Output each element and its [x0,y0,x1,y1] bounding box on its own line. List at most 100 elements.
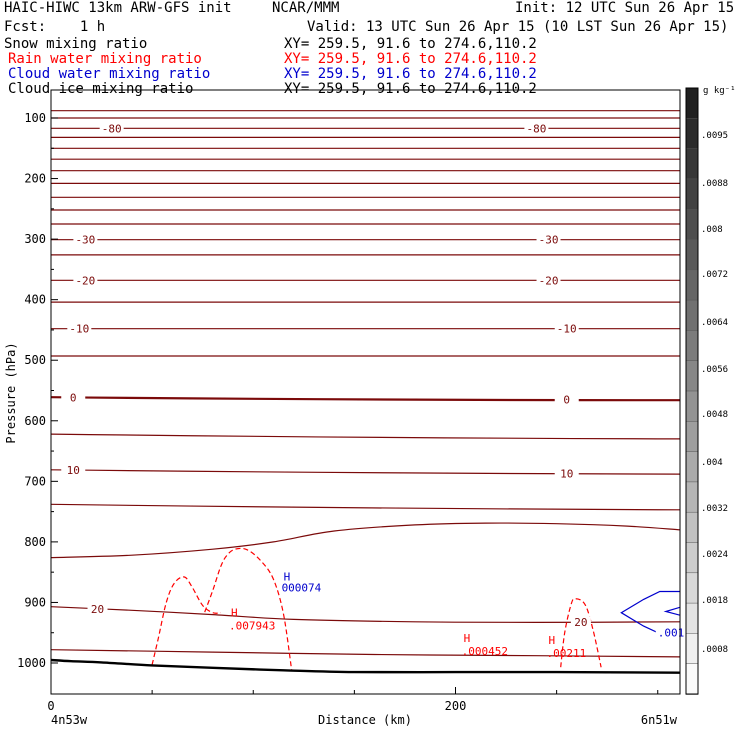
temperature-contour-label: -30 [539,234,559,247]
temperature-contour-label: 0 [70,391,77,404]
contour-labels: -80 -80-30 -30-20 -20-10 -100 010 102020H.0079… [61,122,688,660]
x-left-location: 4n53w [51,713,88,727]
temperature-label-bg [73,274,98,287]
field-rain-xy: XY= 259.5, 91.6 to 274.6,110.2 [284,51,537,67]
temperature-label-bg [524,122,549,135]
colorbar-cell [685,511,699,544]
temperature-contour-line [51,503,680,511]
colorbar-cell [685,663,699,695]
temperature-label-bg [61,391,86,404]
rain-max-value: .00211 [547,647,587,660]
y-tick-label: 100 [24,111,46,125]
colorbar-cell [685,542,699,574]
colorbar-cell [685,421,699,453]
temperature-contour-label: -10 [69,323,89,336]
colorbar-cell [685,633,699,665]
temperature-contour-label: -20 [75,274,95,287]
field-snow-xy: XY= 259.5, 91.6 to 274.6,110.2 [284,36,537,52]
rain-water-contour [151,576,221,665]
header-valid: Valid: 13 UTC Sun 26 Apr 15 (10 LST Sun … [307,19,729,35]
terrain [51,658,680,674]
rain-max-value: .000452 [462,645,508,658]
temperature-contour-line [51,606,680,624]
colorbar-label: .004 [701,458,723,468]
temperature-contour-label: -30 [75,234,95,247]
colorbar-cell [685,269,699,301]
colorbar-cell [685,602,699,635]
y-tick-label: 200 [24,172,46,186]
header-fcst: Fcst: 1 h [4,19,106,35]
x-axis-label: Distance (km) [318,713,412,727]
temperature-contour-label: 20 [91,603,104,616]
temperature-contour-label: -80 [526,122,546,135]
colorbar-label: .0018 [701,596,728,606]
terrain-line [51,658,680,674]
colorbar-cell [685,148,699,180]
header-init: Init: 12 UTC Sun 26 Apr 15 [515,0,735,16]
colorbar-cell [685,330,699,362]
field-cloudice-name: Cloud ice mixing ratio [8,81,194,97]
y-tick-label: 800 [24,535,46,549]
header-title: HAIC-HIWC 13km ARW-GFS init [4,0,232,16]
temperature-contour-label: 10 [67,464,80,477]
field-snow-name: Snow mixing ratio [4,36,148,52]
y-axis-label: Pressure (hPa) [4,342,18,443]
cloud-max-value: 000074 [282,581,322,594]
temperature-label-bg [61,463,86,476]
temperature-label-bg [554,393,579,406]
colorbar-label: .0024 [701,550,728,560]
temperature-label-bg [87,602,108,615]
cloud-water-contour [663,606,680,616]
temperature-contour-label: -20 [539,274,559,287]
y-tick-label: 1000 [17,656,46,670]
colorbar: .0095 .0088 .008 .0072 .0064 .0056 .0048 .004 .0… [685,87,728,695]
temperature-contour-label: 20 [574,616,587,629]
temperature-contour-line [51,469,680,475]
colorbar-cell [685,239,699,271]
y-tick-label: 400 [24,293,46,307]
field-cloudwater-xy: XY= 259.5, 91.6 to 274.6,110.2 [284,66,537,82]
x-tick-label: 0 [47,699,54,713]
temperature-contour-line [51,649,680,658]
y-tick-label: 900 [24,595,46,609]
temperature-label-bg [73,233,98,246]
temperature-contour-label: -80 [102,122,122,135]
temperature-contours [51,110,680,658]
colorbar-cell [685,178,699,210]
colorbar-cell [685,451,699,483]
colorbar-label: .0088 [701,179,728,189]
colorbar-cell [685,572,699,604]
colorbar-cell [685,390,699,423]
colorbar-cell [685,87,699,120]
colorbar-frame [685,87,699,695]
colorbar-label: .0048 [701,410,728,420]
y-tick-label: 700 [24,474,46,488]
colorbar-label: .0008 [701,645,728,655]
temperature-label-bg [570,616,591,629]
rain-max-marker: H [549,634,556,647]
field-cloudwater-name: Cloud water mixing ratio [8,66,211,82]
plot-frame [50,89,681,695]
rain-max-marker: H [464,632,471,645]
temperature-label-bg [554,322,579,335]
temperature-label-bg [99,122,124,135]
colorbar-cell [685,360,699,392]
temperature-contour-label: -10 [557,323,577,336]
colorbar-label: .008 [701,225,723,235]
y-tick-label: 300 [24,232,46,246]
cloud-max-value: .001 [658,627,685,640]
x-right-location: 6n51w [641,713,678,727]
temperature-label-bg [536,274,561,287]
temperature-label-bg [536,233,561,246]
y-tick-label: 500 [24,353,46,367]
colorbar-cell [685,481,699,513]
rain-max-marker: H [231,607,238,620]
temperature-contour-label: 10 [560,467,573,480]
field-rain-name: Rain water mixing ratio [8,51,202,67]
colorbar-cell [685,118,699,150]
temperature-contour-label: 0 [563,394,570,407]
rain-water-contour [204,547,293,671]
temperature-label-bg [67,322,92,335]
